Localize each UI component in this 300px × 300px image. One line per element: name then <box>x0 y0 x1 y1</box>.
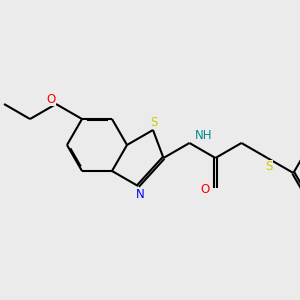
Text: N: N <box>136 188 144 202</box>
Text: S: S <box>150 116 158 128</box>
Text: O: O <box>201 184 210 196</box>
Text: S: S <box>266 160 273 173</box>
Text: O: O <box>46 92 56 106</box>
Text: NH: NH <box>194 130 212 142</box>
